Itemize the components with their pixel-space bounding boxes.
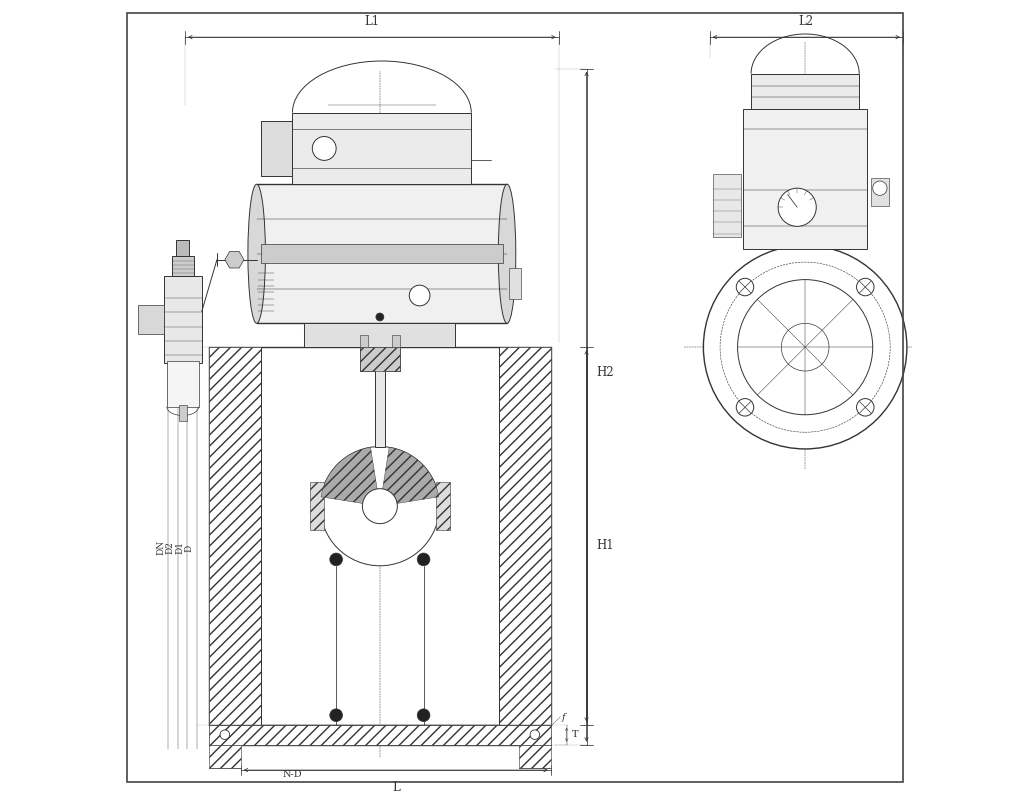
- Circle shape: [736, 278, 754, 296]
- Circle shape: [220, 730, 230, 739]
- Text: H1: H1: [596, 539, 614, 552]
- Bar: [360, 336, 368, 348]
- Circle shape: [736, 399, 754, 416]
- Bar: [500, 348, 551, 725]
- Circle shape: [330, 709, 343, 721]
- Circle shape: [857, 399, 874, 416]
- Text: T: T: [573, 730, 579, 739]
- Polygon shape: [225, 252, 244, 268]
- Bar: [167, 361, 199, 407]
- Ellipse shape: [248, 185, 266, 324]
- Bar: [261, 244, 503, 264]
- Text: f: f: [562, 713, 565, 721]
- Bar: [391, 336, 400, 348]
- Bar: [519, 745, 551, 769]
- Bar: [172, 256, 194, 276]
- Circle shape: [320, 447, 440, 566]
- Bar: [751, 74, 859, 109]
- Bar: [176, 240, 190, 256]
- Circle shape: [363, 489, 398, 523]
- Circle shape: [857, 278, 874, 296]
- Text: D1: D1: [175, 542, 184, 555]
- Bar: [375, 348, 385, 447]
- Bar: [164, 276, 202, 363]
- Bar: [261, 121, 293, 177]
- Polygon shape: [321, 447, 380, 506]
- Bar: [509, 268, 520, 300]
- Text: L1: L1: [365, 14, 379, 28]
- Bar: [293, 113, 472, 185]
- Bar: [360, 348, 400, 371]
- Bar: [743, 109, 867, 249]
- Circle shape: [530, 730, 540, 739]
- Text: N-D: N-D: [282, 770, 302, 779]
- Text: D: D: [184, 544, 194, 551]
- Circle shape: [778, 189, 816, 226]
- Bar: [871, 178, 889, 205]
- Bar: [256, 185, 507, 324]
- Circle shape: [312, 137, 336, 161]
- Text: D2: D2: [166, 542, 175, 555]
- Bar: [436, 483, 450, 530]
- Bar: [304, 324, 455, 348]
- Bar: [179, 405, 186, 421]
- Circle shape: [409, 285, 430, 306]
- Bar: [209, 725, 551, 745]
- Bar: [209, 745, 241, 769]
- Circle shape: [872, 181, 887, 195]
- Polygon shape: [380, 447, 439, 506]
- Ellipse shape: [499, 185, 516, 324]
- Text: L2: L2: [799, 14, 814, 28]
- Bar: [713, 174, 741, 237]
- Circle shape: [417, 709, 430, 721]
- Circle shape: [737, 280, 872, 415]
- Circle shape: [376, 313, 384, 321]
- Text: L: L: [391, 781, 400, 794]
- Circle shape: [330, 553, 343, 566]
- Circle shape: [417, 553, 430, 566]
- Circle shape: [703, 245, 906, 449]
- Text: H2: H2: [596, 367, 614, 380]
- Text: DN: DN: [157, 540, 165, 555]
- Bar: [310, 483, 324, 530]
- Bar: [138, 305, 164, 334]
- Circle shape: [782, 324, 829, 371]
- Bar: [209, 348, 261, 725]
